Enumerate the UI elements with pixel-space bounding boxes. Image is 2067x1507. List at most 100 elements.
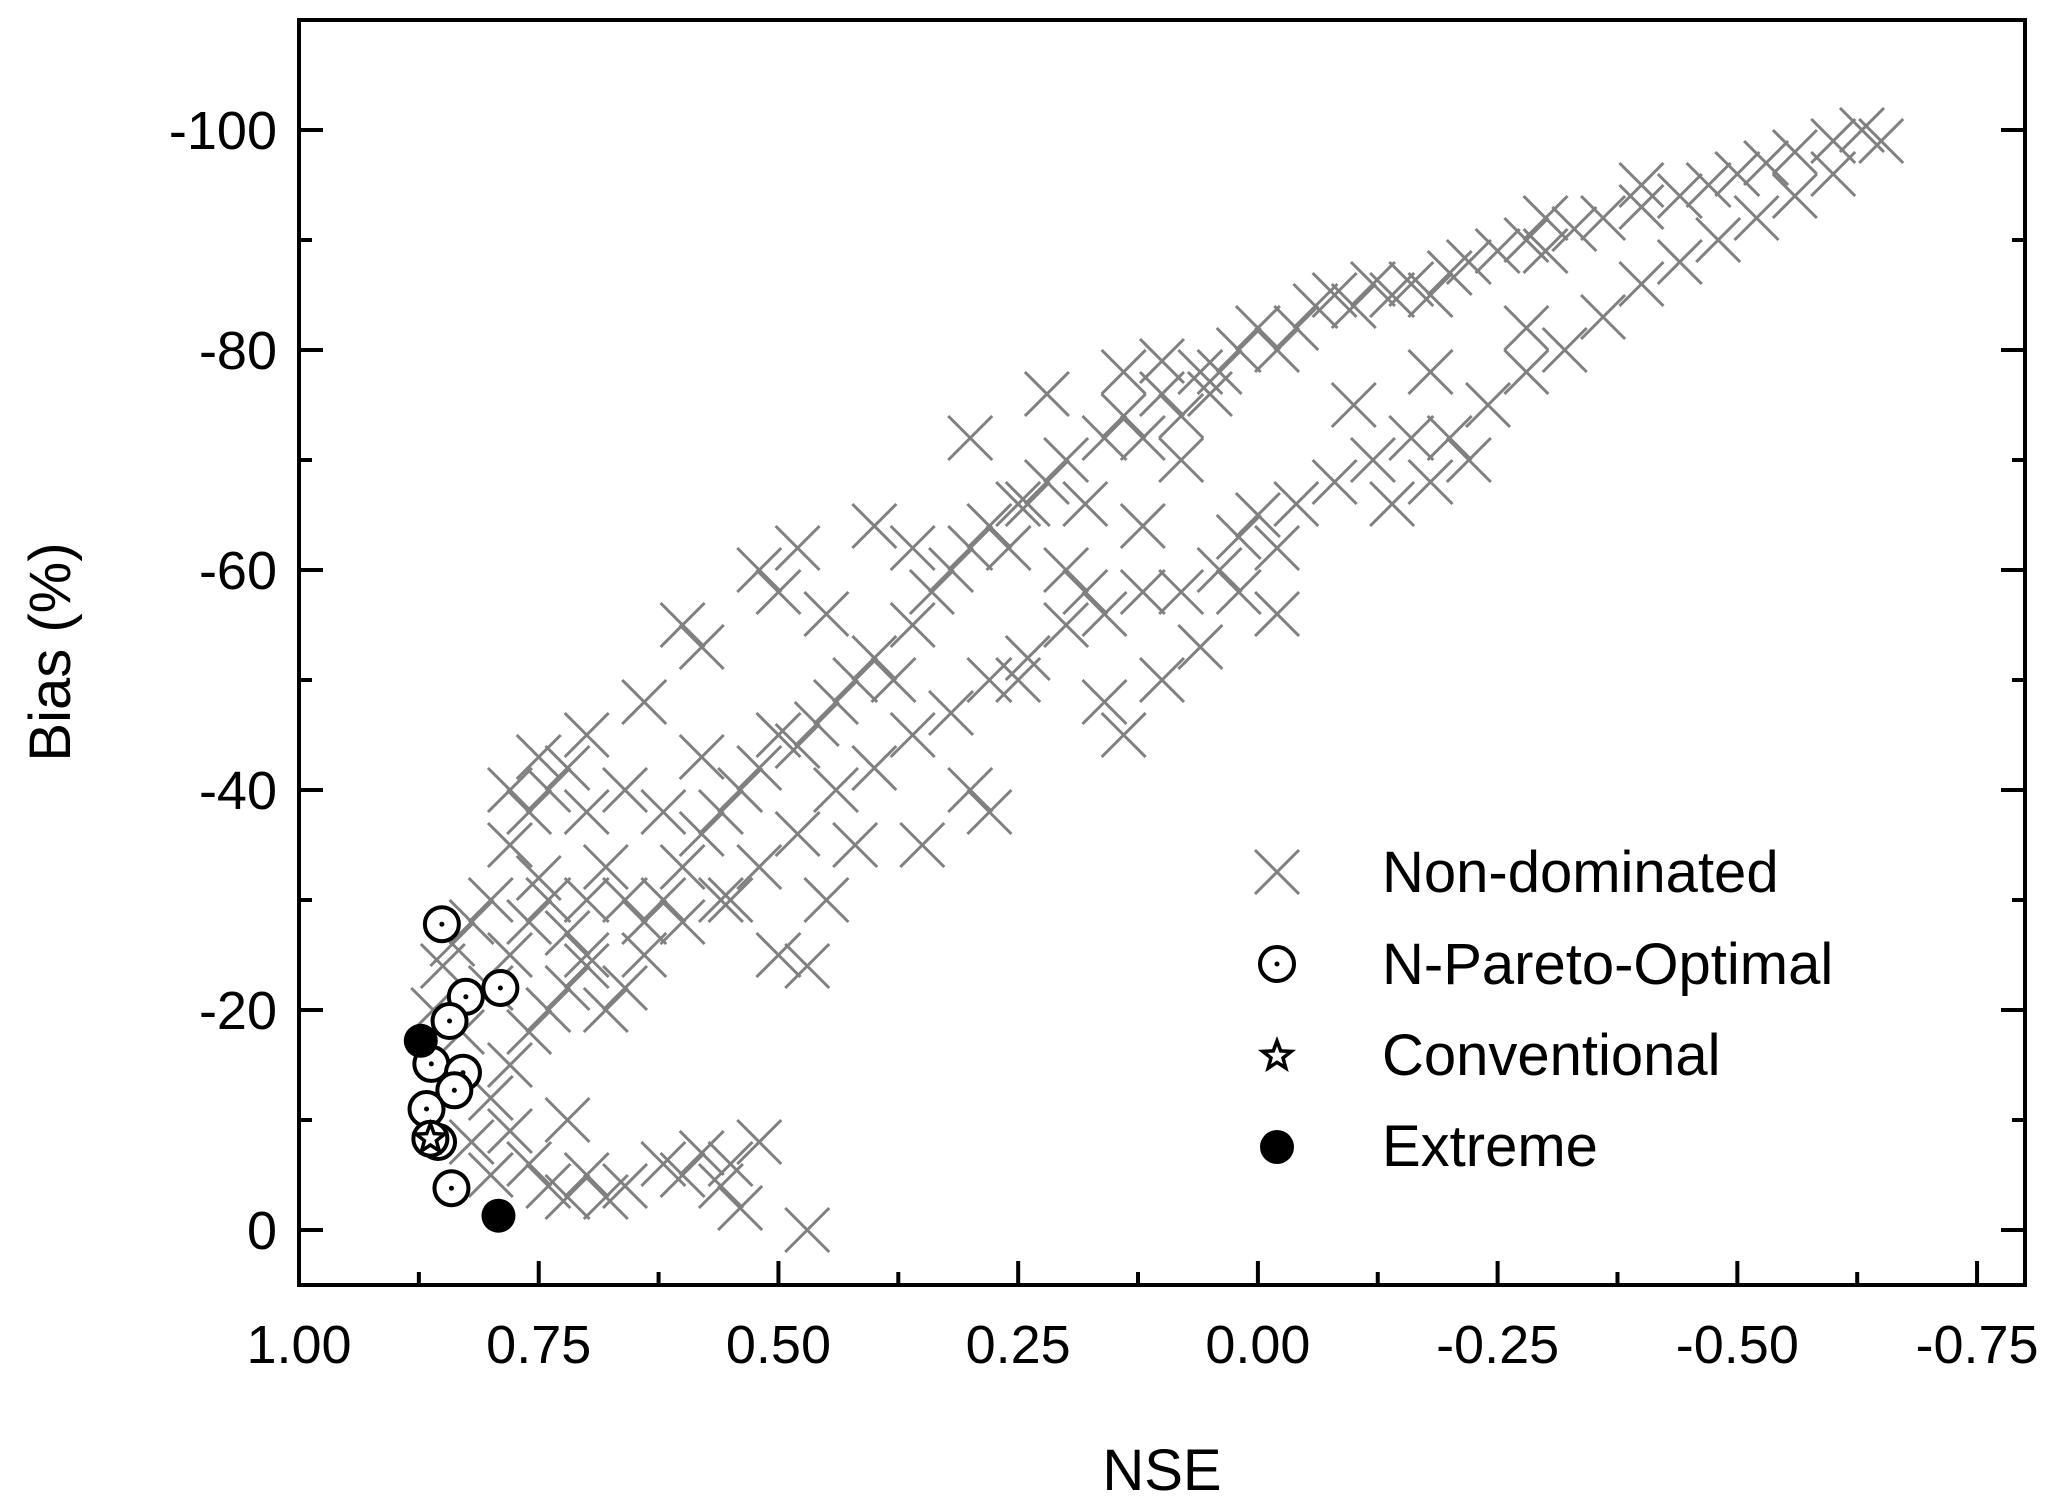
non-dominated-point	[486, 931, 534, 979]
non-dominated-point	[678, 810, 725, 858]
non-dominated-point	[736, 744, 783, 792]
non-dominated-point	[544, 1096, 591, 1144]
non-dominated-point	[1311, 458, 1358, 506]
non-dominated-point	[1100, 348, 1147, 396]
legend-label-conventional: Conventional	[1382, 1023, 1721, 1088]
non-dominated-point	[659, 898, 706, 946]
non-dominated-point	[563, 788, 610, 836]
n-pareto-optimal-point-dot	[447, 1018, 453, 1024]
extreme-point	[403, 1023, 438, 1058]
non-dominated-point	[1254, 524, 1301, 572]
extreme-point	[481, 1198, 516, 1233]
non-dominated-point	[1618, 260, 1665, 308]
non-dominated-point	[621, 898, 668, 946]
non-dominated-point	[927, 689, 975, 737]
n-pareto-optimal-point-dot	[428, 1061, 434, 1067]
non-dominated-point	[1551, 205, 1598, 253]
n-pareto-optimal-point-dot	[439, 921, 445, 927]
n-pareto-optimal-point-dot	[497, 985, 503, 991]
non-dominated-point	[1023, 370, 1070, 418]
non-dominated-point	[908, 568, 955, 616]
non-dominated-point	[621, 931, 668, 979]
n-pareto-optimal-point-dot	[448, 1185, 454, 1191]
legend-symbol-conventional	[1257, 1036, 1297, 1073]
non-dominated-point	[1503, 304, 1550, 352]
non-dominated-point	[544, 909, 591, 957]
non-dominated-point	[640, 788, 687, 836]
non-dominated-point	[678, 1129, 725, 1177]
y-tick-label: -40	[199, 761, 277, 821]
non-dominated-point	[947, 766, 994, 814]
non-dominated-point	[803, 876, 850, 924]
non-dominated-point	[851, 744, 898, 792]
non-dominated-point	[995, 656, 1042, 704]
non-dominated-point	[947, 524, 994, 572]
non-dominated-point	[1349, 436, 1397, 484]
non-dominated-point	[1580, 194, 1627, 242]
non-dominated-point	[621, 678, 668, 726]
legend-symbol-extreme	[1260, 1130, 1294, 1164]
conventional-point	[411, 1118, 450, 1155]
non-dominated-point	[1234, 304, 1281, 352]
non-dominated-point	[1254, 326, 1301, 374]
non-dominated-point	[467, 876, 514, 924]
x-tick-label: 1.00	[246, 1315, 351, 1375]
non-dominated-point	[1858, 117, 1905, 165]
non-dominated-point	[707, 1140, 754, 1188]
non-dominated-point	[1474, 227, 1521, 275]
non-dominated-point	[1043, 436, 1090, 484]
non-dominated-point	[870, 656, 917, 704]
non-dominated-point	[889, 524, 936, 572]
y-tick-label: -60	[199, 541, 277, 601]
non-dominated-point	[736, 843, 783, 891]
x-tick-label: -0.25	[1436, 1315, 1559, 1375]
non-dominated-point	[1407, 458, 1454, 506]
non-dominated-point	[1138, 656, 1186, 704]
non-dominated-point	[736, 1118, 783, 1166]
highlight-series	[403, 905, 520, 1233]
non-dominated-point	[1254, 590, 1301, 638]
non-dominated-point	[707, 876, 754, 924]
non-dominated-point	[697, 788, 744, 836]
non-dominated-point	[1081, 414, 1128, 462]
non-dominated-point	[1196, 546, 1243, 594]
non-dominated-point	[486, 766, 534, 814]
non-dominated-point	[1330, 381, 1377, 429]
non-dominated-point	[1081, 678, 1128, 726]
non-dominated-point	[812, 766, 860, 814]
non-dominated-point	[832, 821, 879, 869]
non-dominated-point	[927, 546, 975, 594]
non-dominated-point	[659, 601, 706, 649]
non-dominated-point	[582, 843, 629, 891]
non-dominated-point	[563, 876, 610, 924]
non-dominated-point	[1023, 458, 1070, 506]
x-tick-label: -0.50	[1676, 1315, 1799, 1375]
non-dominated-point	[486, 1041, 534, 1089]
non-dominated-point	[1407, 348, 1454, 396]
non-dominated-point	[1234, 491, 1281, 539]
non-dominated-point	[1388, 414, 1435, 462]
non-dominated-point	[784, 942, 831, 990]
non-dominated-point	[1158, 392, 1205, 440]
y-axis-title: Bias (%)	[18, 542, 83, 761]
non-dominated-point	[486, 821, 534, 869]
non-dominated-point	[506, 1140, 553, 1188]
non-dominated-point	[1541, 326, 1588, 374]
non-dominated-point	[1618, 161, 1665, 209]
non-dominated-point	[563, 711, 610, 759]
non-dominated-point	[582, 986, 629, 1034]
non-dominated-point	[506, 1008, 553, 1056]
non-dominated-point	[1426, 414, 1473, 462]
non-dominated-point	[515, 733, 562, 781]
n-pareto-optimal-point-dot	[451, 1087, 457, 1093]
non-dominated-point	[544, 964, 591, 1012]
non-dominated-point	[1522, 227, 1569, 275]
non-dominated-point	[717, 1184, 764, 1232]
non-dominated-point	[506, 788, 553, 836]
x-tick-label: 0.25	[966, 1315, 1071, 1375]
non-dominated-point	[1810, 150, 1857, 198]
non-dominated-point	[995, 480, 1042, 528]
non-dominated-point	[1407, 271, 1454, 319]
legend-symbol-non-dominated	[1253, 848, 1301, 896]
